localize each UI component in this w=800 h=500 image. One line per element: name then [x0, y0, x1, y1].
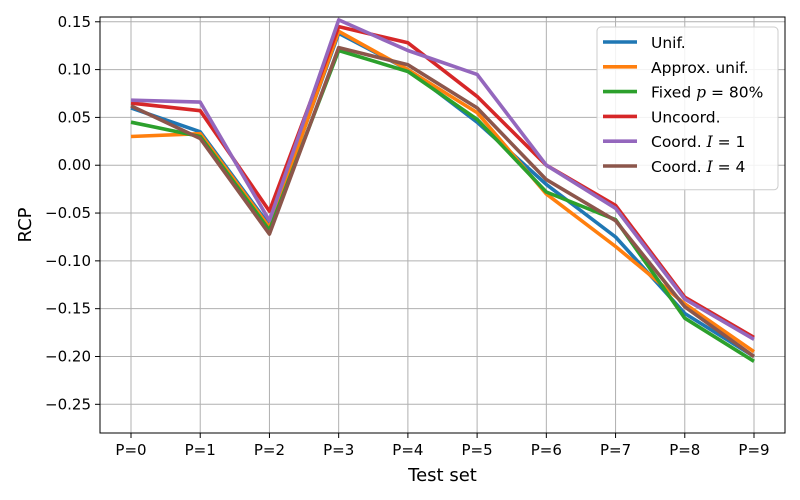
legend-label: Unif. — [651, 34, 686, 52]
legend-box — [596, 26, 779, 191]
y-tick-label: 0.05 — [58, 108, 91, 126]
x-axis-label: Test set — [407, 465, 477, 486]
y-tick-label: −0.25 — [45, 395, 91, 413]
y-tick-label: −0.05 — [45, 204, 91, 222]
y-tick-label: 0.15 — [58, 13, 91, 31]
x-tick-label: P=6 — [531, 441, 562, 459]
x-tick-label: P=9 — [738, 441, 769, 459]
x-tick-label: P=3 — [323, 441, 354, 459]
x-tick-label: P=2 — [254, 441, 285, 459]
legend-label: Coord. I = 1 — [651, 133, 745, 151]
plot-frame — [99, 16, 786, 434]
legend-label: Coord. I = 4 — [651, 158, 745, 176]
y-tick-labels: 0.15 0.10 0.05 0.00 −0.05 −0.10 −0.15 −0.20 −0.2… — [45, 13, 100, 413]
y-axis-label: RCP — [15, 207, 36, 242]
legend: Unif. Approx. unif. Fixed p = 80% Uncoord. C… — [596, 26, 779, 191]
series-line — [130, 18, 755, 341]
x-tick-label: P=8 — [669, 441, 700, 459]
y-tick-label: −0.15 — [45, 300, 91, 318]
legend-label: Fixed p = 80% — [651, 84, 763, 102]
x-tick-label: P=7 — [600, 441, 631, 459]
x-tick-label: P=5 — [462, 441, 493, 459]
y-tick-label: −0.10 — [45, 252, 91, 270]
x-tick-label: P=0 — [115, 441, 146, 459]
y-tick-label: −0.20 — [45, 347, 91, 365]
y-tick-label: 0.10 — [58, 61, 91, 79]
x-tick-labels: P=0 P=1 P=2 P=3 P=4 P=5 P=6 P=7 P=8 P=9 — [115, 433, 770, 459]
x-tick-label: P=4 — [392, 441, 423, 459]
series-line — [130, 45, 756, 358]
y-tick-label: 0.00 — [58, 156, 91, 174]
x-tick-label: P=1 — [185, 441, 216, 459]
legend-label: Uncoord. — [651, 108, 721, 126]
series-lines — [130, 18, 756, 363]
legend-label: Approx. unif. — [651, 59, 749, 77]
